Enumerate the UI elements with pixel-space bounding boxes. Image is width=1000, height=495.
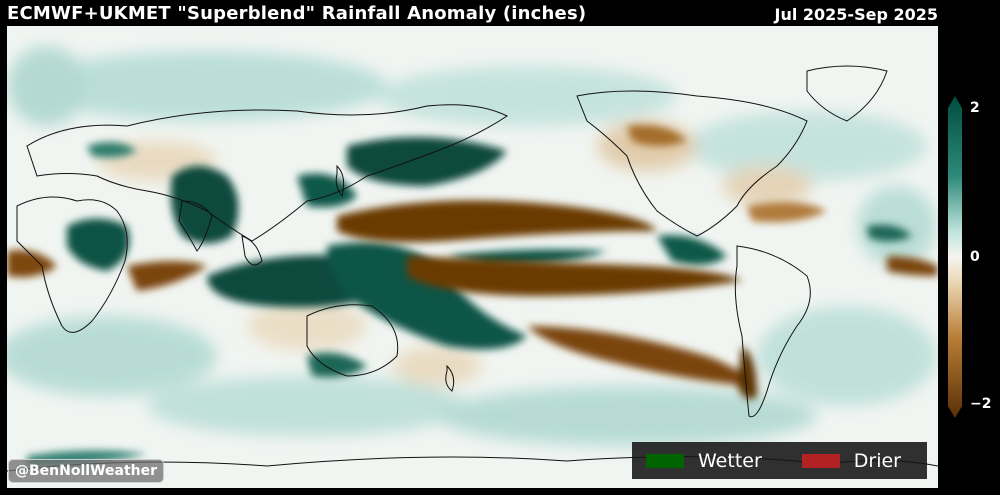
colorbar-max-label: 2 [970, 100, 980, 116]
legend-label-wetter: Wetter [698, 449, 762, 472]
legend-swatch-drier [801, 453, 840, 468]
map-canvas [7, 26, 938, 488]
light-anomaly-wash [7, 46, 937, 446]
legend: Wetter Drier [632, 442, 927, 479]
legend-label-drier: Drier [853, 449, 901, 472]
wet-anomalies [27, 137, 912, 466]
legend-item-drier: Drier [801, 449, 901, 472]
forecast-period: Jul 2025-Sep 2025 [774, 5, 939, 24]
colorbar-mid-label: 0 [970, 249, 980, 265]
map-title: ECMWF+UKMET "Superblend" Rainfall Anomal… [7, 3, 587, 24]
dry-anomalies [7, 125, 938, 400]
rainfall-anomaly-map [7, 26, 938, 488]
watermark: @BenNollWeather [8, 459, 165, 483]
legend-swatch-wetter [646, 453, 684, 468]
colorbar [948, 96, 962, 418]
legend-item-wetter: Wetter [646, 450, 762, 472]
colorbar-min-label: −2 [970, 396, 992, 412]
